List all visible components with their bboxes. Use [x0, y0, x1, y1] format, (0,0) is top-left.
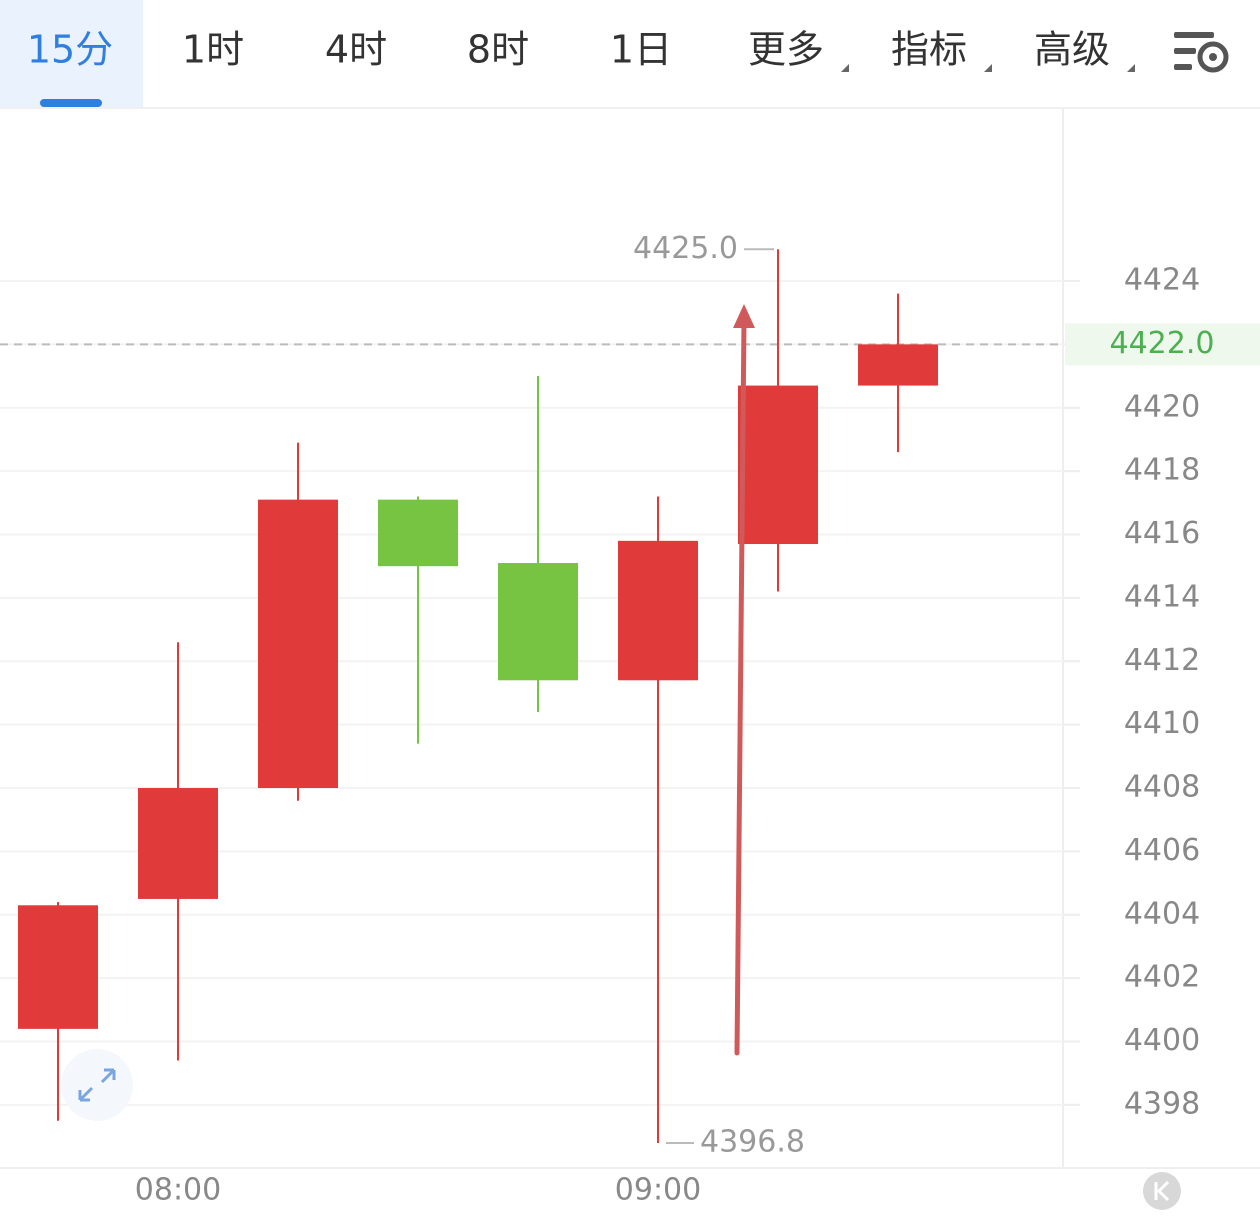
active-tab-indicator [40, 99, 102, 107]
tab[interactable]: 高级 [1034, 28, 1110, 72]
dropdown-caret [984, 64, 992, 72]
annotation-label: 4396.8 [700, 1124, 805, 1159]
x-tick-label: 08:00 [135, 1173, 221, 1208]
candle-body [258, 499, 338, 789]
tab[interactable]: 1时 [182, 28, 244, 72]
y-tick-label: 4398 [1124, 1086, 1200, 1121]
tab[interactable]: 15分 [27, 28, 113, 72]
candle-body [18, 905, 98, 1029]
tab[interactable]: 1日 [610, 28, 672, 72]
drawn-arrow [734, 317, 747, 1056]
y-tick-label: 4420 [1124, 389, 1200, 424]
candle-body [378, 499, 458, 567]
y-tick-label: 4424 [1124, 262, 1200, 297]
y-tick-label: 4416 [1124, 516, 1200, 551]
tab[interactable]: 指标 [891, 28, 967, 72]
y-tick-label: 4406 [1124, 833, 1200, 868]
dropdown-caret [841, 64, 849, 72]
candle-body [498, 563, 578, 681]
candle-body [138, 788, 218, 899]
tab[interactable]: 4时 [325, 28, 387, 72]
y-tick-label: 4402 [1124, 960, 1200, 995]
y-tick-label: 4414 [1124, 579, 1200, 614]
candle-body [858, 344, 938, 386]
annotation-label: 4425.0 [633, 231, 738, 266]
candle-body [618, 540, 698, 681]
tab[interactable]: 更多 [748, 28, 824, 72]
y-tick-label: 4404 [1124, 896, 1200, 931]
drawn-arrow-head [733, 304, 755, 328]
scroll-to-latest-button[interactable] [1143, 1172, 1181, 1210]
candle-body [738, 385, 818, 545]
dropdown-caret [1127, 64, 1135, 72]
expand-button[interactable] [61, 1049, 133, 1121]
active-tab-bg [0, 0, 143, 107]
x-tick-label: 09:00 [615, 1173, 701, 1208]
y-tick-label: 4408 [1124, 770, 1200, 805]
tab[interactable]: 8时 [467, 28, 529, 72]
y-tick-label: 4400 [1124, 1023, 1200, 1058]
y-tick-label: 4412 [1124, 643, 1200, 678]
y-tick-label: 4410 [1124, 706, 1200, 741]
y-tick-label: 4418 [1124, 453, 1200, 488]
current-price-bg [1065, 323, 1260, 366]
current-price-label: 4422.0 [1110, 326, 1215, 361]
settings-icon[interactable] [1174, 32, 1229, 73]
